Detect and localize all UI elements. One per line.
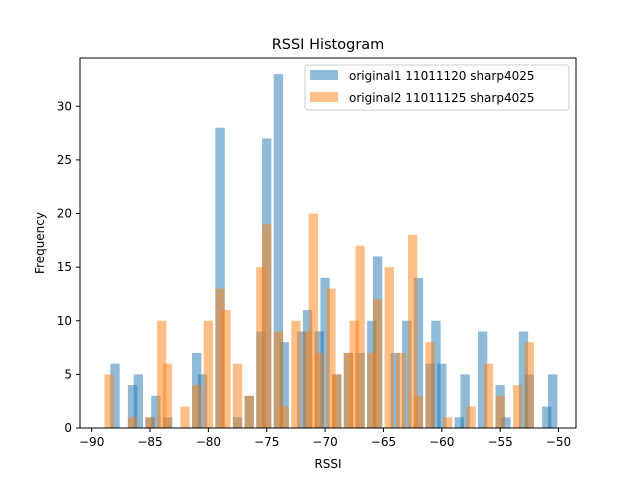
y-axis-label: Frequency: [33, 212, 47, 274]
x-tick-label: −50: [546, 435, 571, 449]
histogram-bar-series-1-bin-39: [547, 374, 558, 428]
histogram-bar-series-2-bin-23: [343, 352, 354, 428]
histogram-bar-series-1-bin-9: [215, 127, 225, 429]
histogram-bar-series-2-bin-27: [372, 299, 383, 428]
histogram-bar-series-2-bin-15: [273, 331, 284, 428]
histogram-bar-series-2-bin-11: [232, 363, 243, 428]
histogram-bar-series-2-bin-9: [215, 288, 225, 428]
histogram-bar-series-2-bin-12: [244, 395, 254, 428]
histogram-bar-series-2-bin-20: [314, 352, 324, 428]
histogram-bar-series-2-bin-22: [332, 374, 342, 428]
histogram-bar-series-2-bin-28: [384, 267, 394, 428]
histogram-bar-series-2-bin-32: [425, 342, 435, 428]
bars-layer: [104, 74, 558, 429]
legend: original1 11011120 sharp4025 original2 1…: [304, 64, 570, 111]
histogram-bar-series-2-bin-6: [180, 406, 190, 428]
histogram-bar-series-2-bin-13: [256, 267, 266, 428]
histogram-bar-series-2-bin-24: [349, 320, 359, 428]
histogram-bar-series-1-bin-19: [320, 277, 330, 428]
x-axis-label: RSSI: [314, 457, 341, 471]
x-tick-label: −70: [312, 435, 337, 449]
histogram-bar-series-2-bin-25: [355, 245, 365, 428]
chart-title: RSSI Histogram: [272, 37, 385, 53]
histogram-bar-series-2-bin-31: [413, 395, 424, 428]
histogram-bar-series-2-bin-35: [483, 363, 494, 428]
histogram-bar-series-2-bin-38: [524, 342, 534, 428]
histogram-bar-series-1-bin-36: [518, 331, 529, 428]
x-tick-label: −60: [429, 435, 454, 449]
y-tick-label: 25: [57, 153, 72, 167]
histogram-bar-series-1-bin-16: [297, 331, 307, 428]
legend-swatch-series-1: [310, 70, 338, 80]
histogram-bar-series-2-bin-5: [162, 363, 173, 428]
histogram-bar-series-2-bin-3: [145, 417, 155, 428]
y-tick-label: 15: [57, 260, 72, 274]
histogram-bar-series-1-bin-14: [273, 74, 284, 428]
histogram-bar-series-2-bin-26: [367, 352, 377, 428]
histogram-bar-series-1-bin-35: [501, 417, 511, 428]
y-tick-label: 20: [57, 207, 72, 221]
legend-swatch-series-2: [310, 92, 338, 102]
legend-label-series-1: original1 11011120 sharp4025: [349, 69, 535, 83]
histogram-bar-series-1-bin-38: [542, 406, 552, 428]
histogram-bar-series-1-bin-2: [127, 385, 138, 428]
histogram-bar-series-1-bin-8: [197, 374, 208, 428]
histogram-bar-series-1-bin-25: [390, 352, 400, 428]
histogram-bar-series-1-bin-15: [279, 342, 289, 428]
histogram-bar-series-2-bin-1: [104, 374, 114, 428]
histogram-bar-series-1-bin-30: [437, 363, 447, 428]
x-tick-label: −80: [196, 435, 221, 449]
histogram-bar-series-2-bin-34: [466, 406, 476, 428]
histogram-bar-series-1-bin-33: [477, 331, 488, 428]
ticks-layer: −90 −85 −80 −75 −70 −65 −60 −55 −50 0 5 10 15 20 25 30: [57, 99, 571, 449]
y-tick-label: 30: [57, 99, 72, 113]
x-tick-label: −65: [371, 435, 396, 449]
histogram-bar-series-2-bin-2: [127, 417, 138, 428]
histogram-bar-series-2-bin-30: [407, 234, 418, 428]
histogram-bar-series-2-bin-8: [203, 320, 214, 428]
histogram-bar-series-2-bin-37: [512, 385, 523, 428]
y-tick-label: 5: [64, 367, 72, 381]
histogram-bar-series-1-bin-26: [402, 320, 412, 428]
histogram-bar-series-2-bin-10: [221, 310, 231, 428]
y-tick-label: 0: [64, 421, 72, 435]
histogram-bar-series-2-bin-36: [495, 395, 505, 428]
histogram-bar-series-2-bin-19: [308, 213, 319, 428]
histogram-bar-series-1-bin-1: [110, 363, 120, 428]
histogram-bar-series-2-bin-7: [192, 385, 202, 428]
histogram-bar-series-2-bin-18: [302, 331, 313, 428]
histogram-bar-series-1-bin-27: [413, 277, 424, 428]
axes-frame: [79, 57, 577, 429]
histogram-bar-series-1-bin-3: [133, 374, 144, 428]
histogram-bar-series-2-bin-16: [279, 406, 289, 428]
histogram-bar-series-2-bin-29: [396, 352, 406, 428]
x-tick-label: −75: [254, 435, 279, 449]
histogram-bar-series-2-bin-17: [291, 320, 301, 428]
x-tick-label: −90: [79, 435, 104, 449]
legend-label-series-2: original2 11011125 sharp4025: [349, 91, 535, 105]
histogram-bar-series-2-bin-4: [157, 320, 167, 428]
histogram-bar-series-1-bin-31: [454, 417, 464, 428]
y-tick-label: 10: [57, 314, 72, 328]
histogram-bar-series-2-bin-14: [262, 224, 272, 428]
histogram-bar-series-1-bin-32: [460, 374, 470, 428]
histogram-bar-series-1-bin-29: [431, 320, 441, 428]
legend-box: [304, 64, 570, 111]
histogram-bar-series-2-bin-21: [326, 288, 336, 428]
histogram-bar-series-2-bin-33: [442, 417, 453, 428]
x-tick-label: −85: [137, 435, 162, 449]
x-tick-label: −55: [487, 435, 512, 449]
histogram-bar-series-1-bin-5: [151, 395, 161, 428]
